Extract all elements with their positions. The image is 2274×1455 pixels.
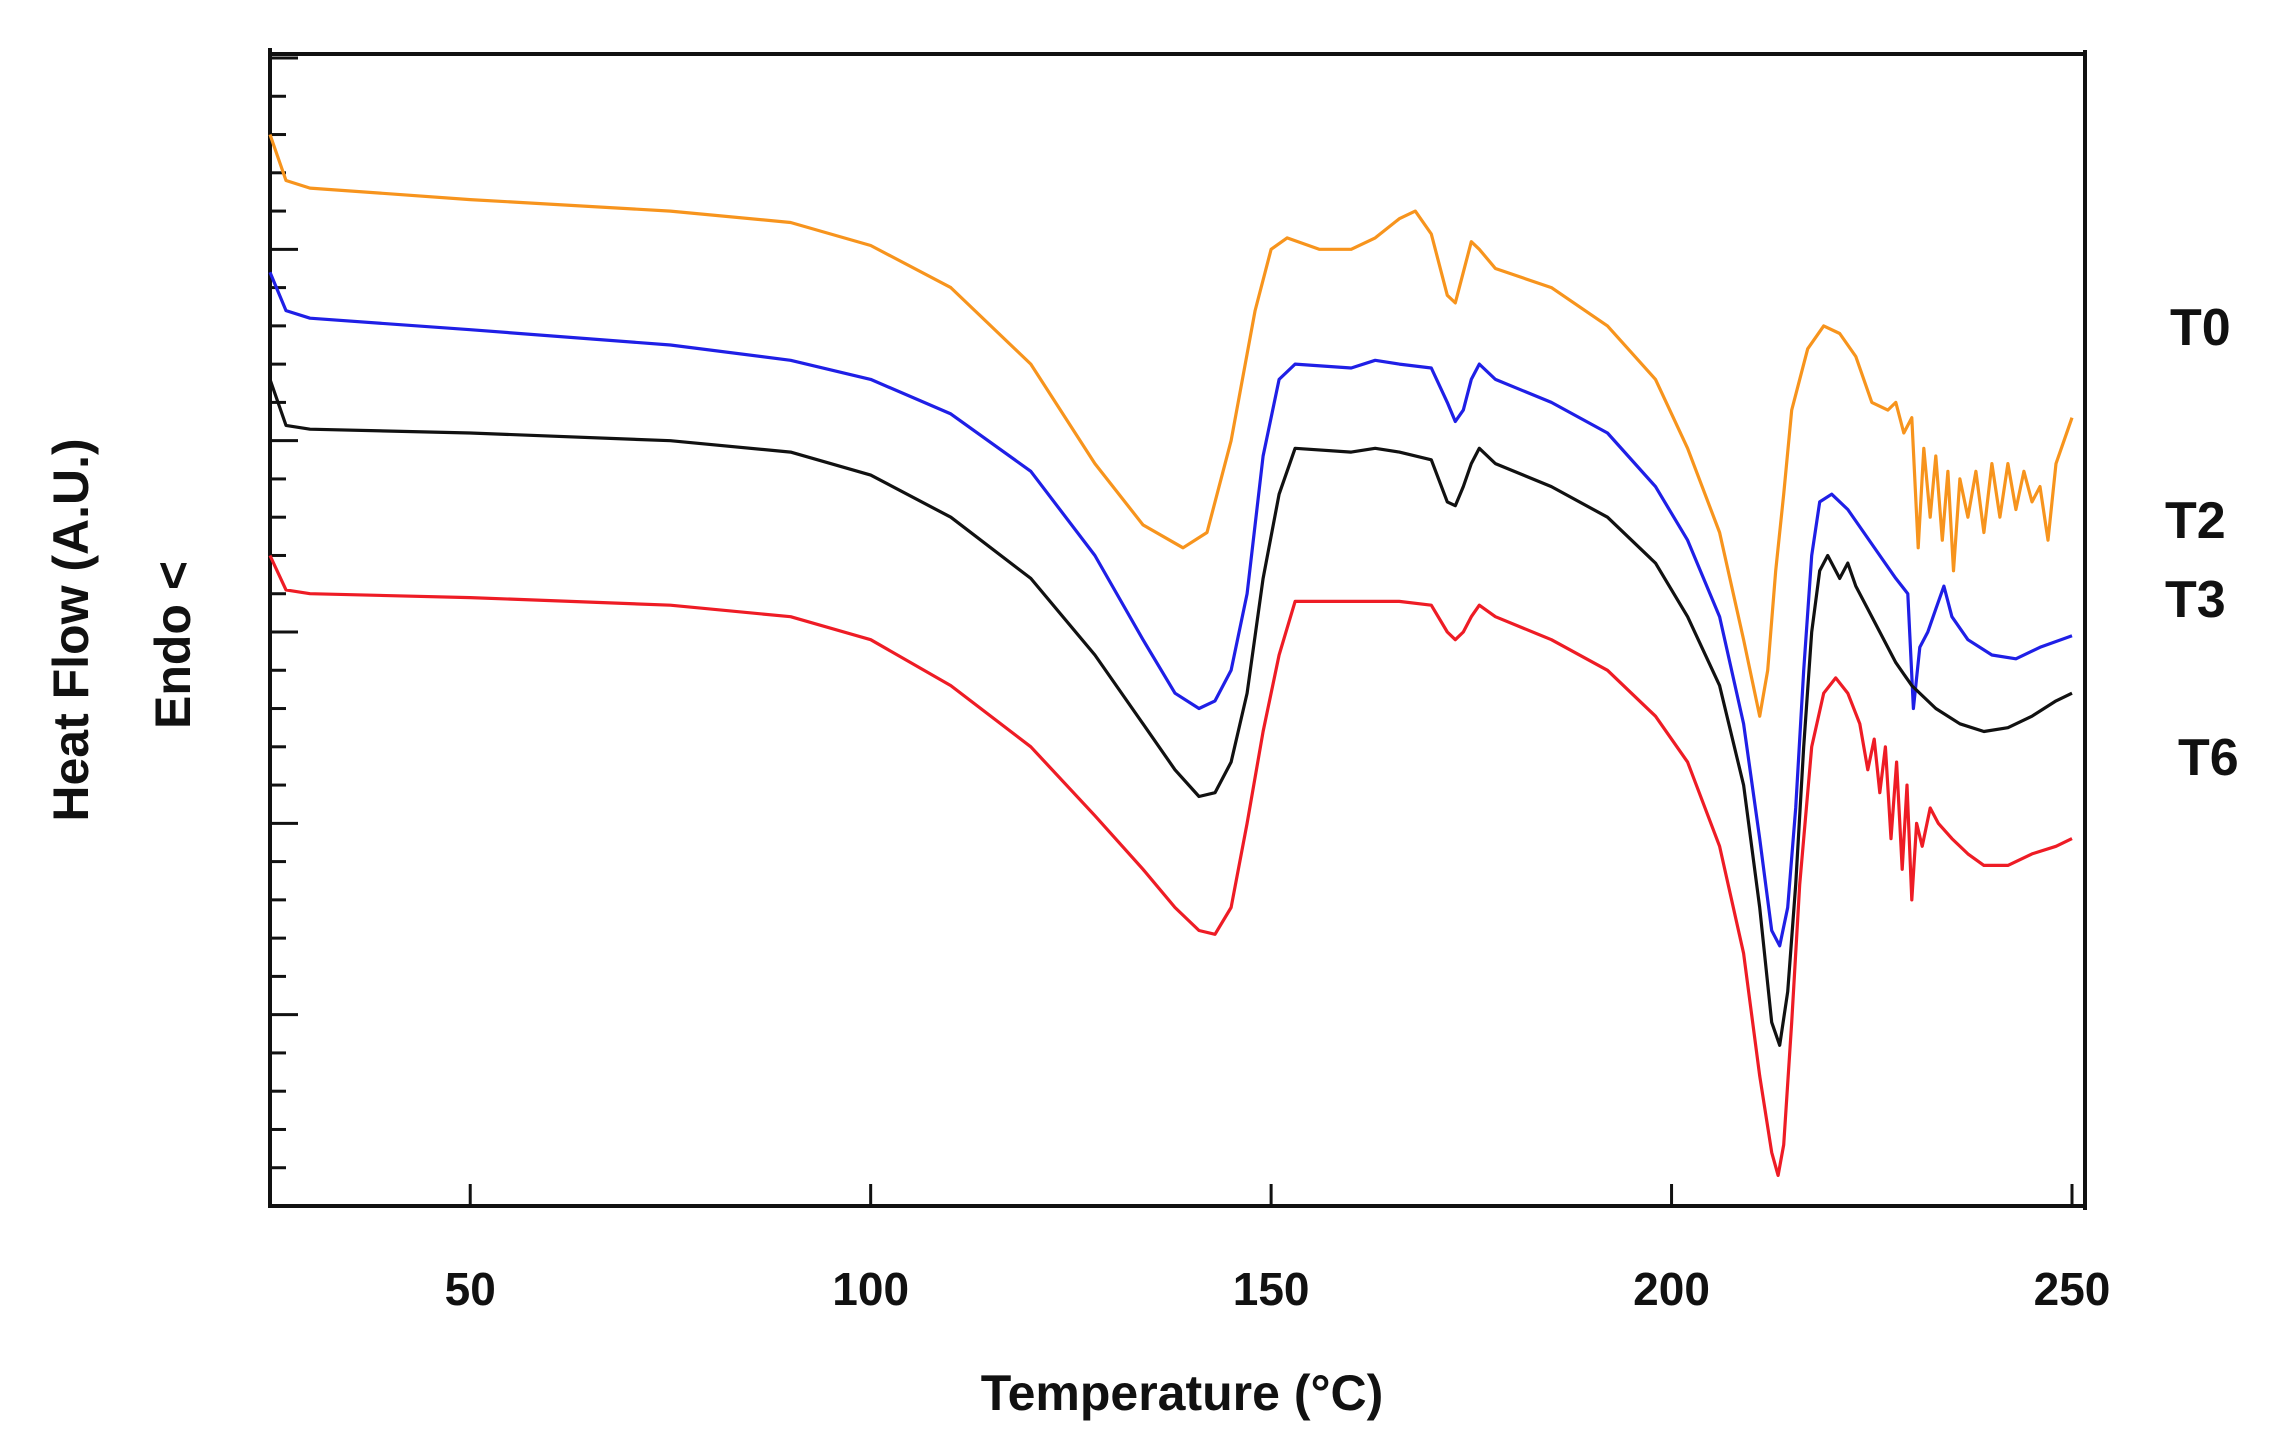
- y-axis-ticks: [270, 56, 298, 1208]
- x-axis-ticks: 50 100 150 200 250: [445, 1184, 2111, 1315]
- y-axis-sublabel: Endo <: [145, 561, 201, 729]
- legend: T0 T2 T3 T6: [2165, 299, 2239, 787]
- x-tick-label: 250: [2034, 1263, 2111, 1315]
- x-tick-label: 150: [1233, 1263, 1310, 1315]
- x-tick-label: 100: [832, 1263, 909, 1315]
- plot-frame: [268, 48, 2087, 1210]
- series-line-t2: [268, 271, 2073, 948]
- legend-label-t6: T6: [2178, 729, 2239, 787]
- x-axis-label: Temperature (°C): [981, 1365, 1383, 1421]
- series-line-t3: [268, 378, 2073, 1047]
- y-axis-label: Heat Flow (A.U.): [43, 438, 99, 821]
- legend-label-t2: T2: [2165, 492, 2226, 550]
- legend-label-t3: T3: [2165, 571, 2226, 629]
- series-line-t6: [268, 554, 2073, 1177]
- x-tick-label: 50: [445, 1263, 496, 1315]
- x-tick-label: 200: [1633, 1263, 1710, 1315]
- legend-label-t0: T0: [2170, 299, 2231, 357]
- series-line-t0: [268, 133, 2074, 718]
- series-layer: [268, 133, 2074, 1177]
